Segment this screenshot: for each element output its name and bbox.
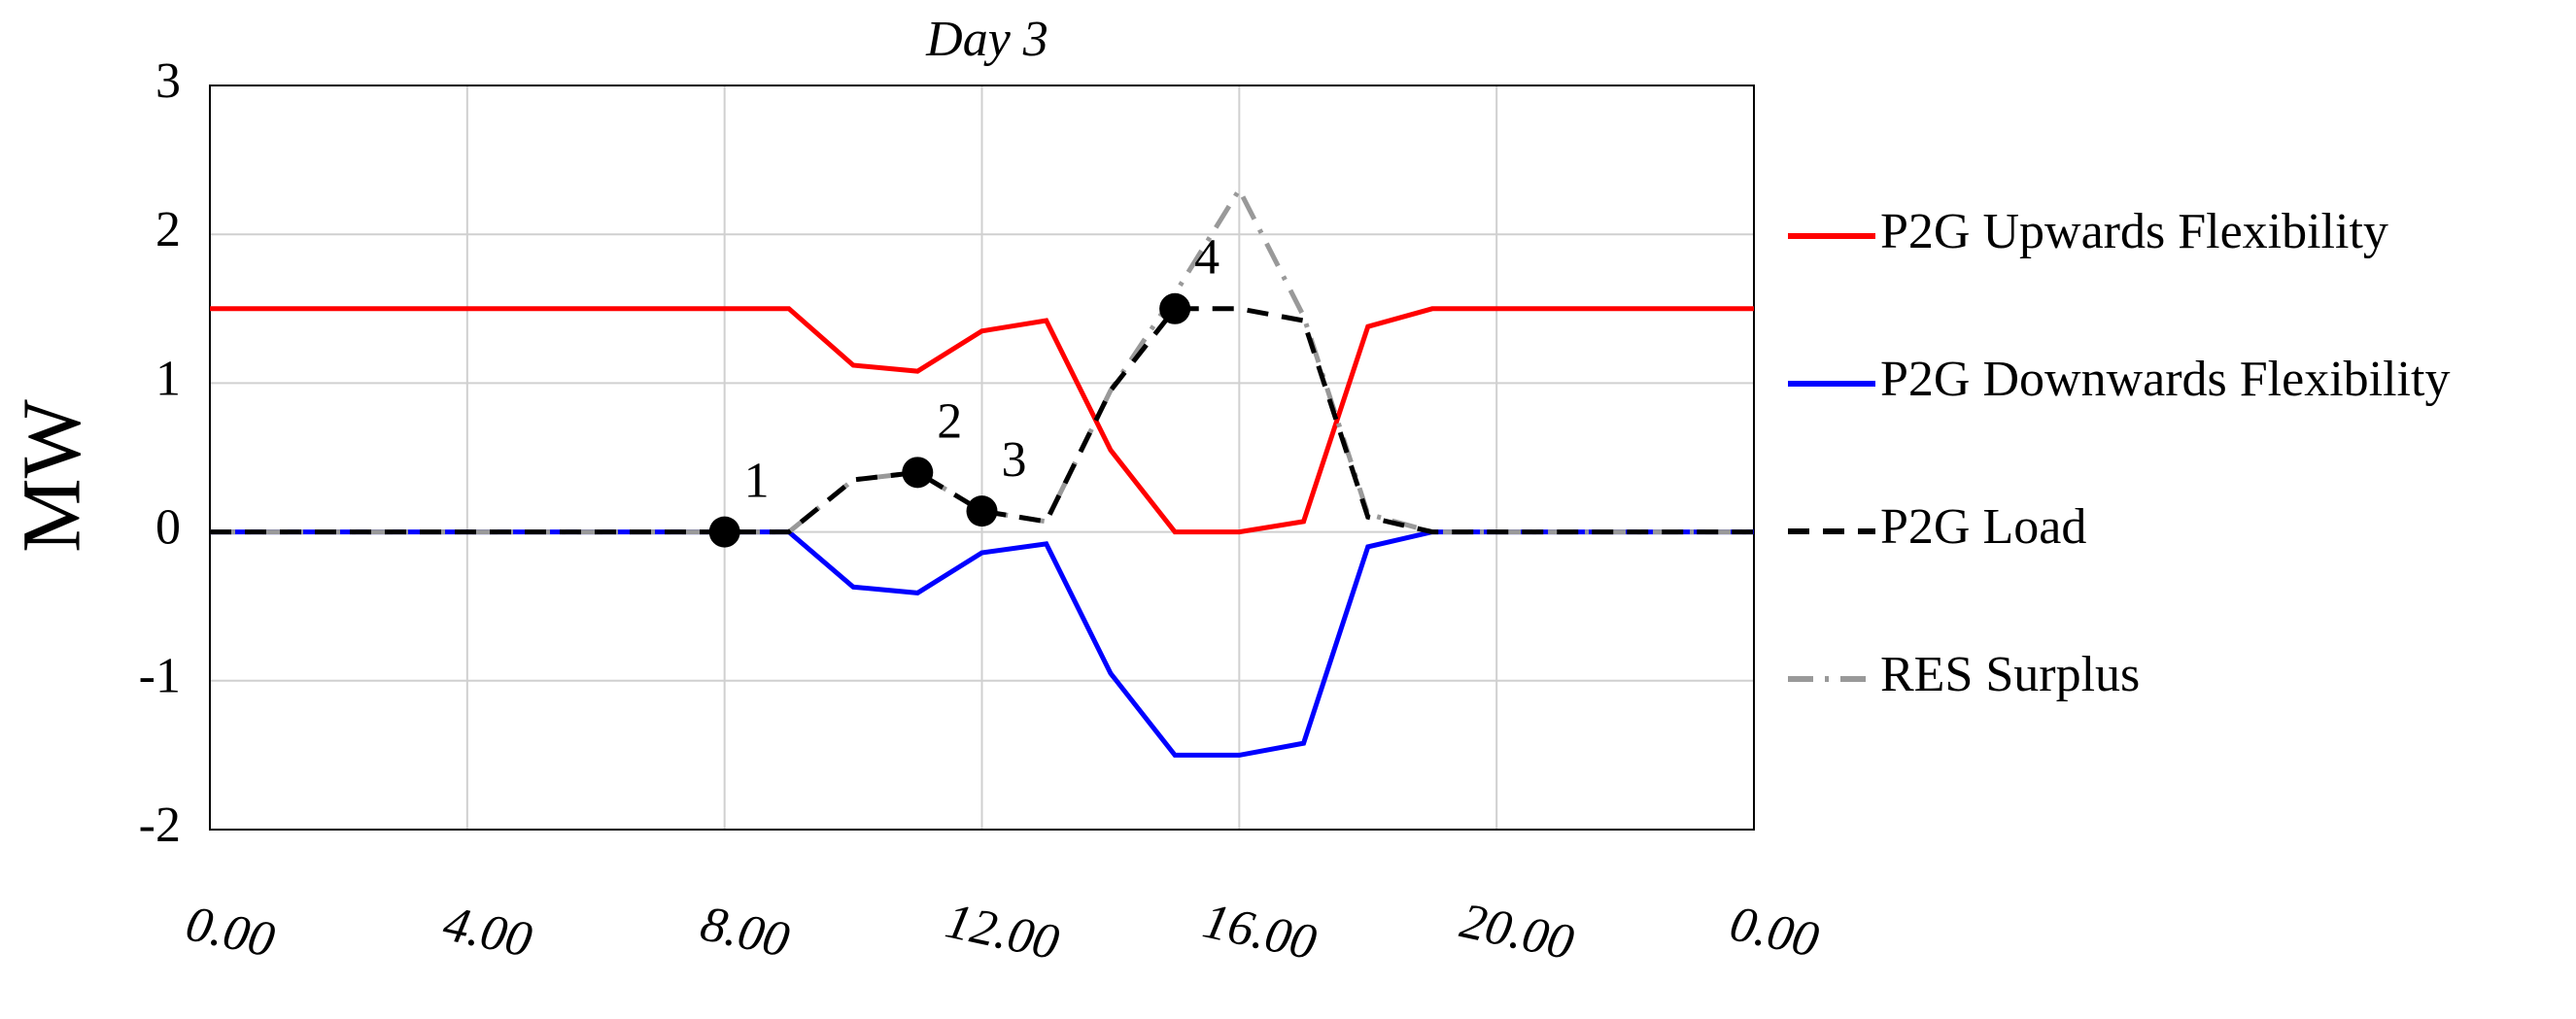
series-line bbox=[210, 306, 1754, 535]
annotation-label: 3 bbox=[1002, 432, 1027, 488]
y-tick-label: -1 bbox=[139, 649, 181, 704]
legend-label: P2G Load bbox=[1880, 499, 2086, 555]
annotation-marker bbox=[708, 516, 740, 548]
y-tick-label: 1 bbox=[155, 351, 181, 406]
annotation-label: 4 bbox=[1194, 230, 1219, 286]
annotation-label: 1 bbox=[744, 454, 770, 509]
annotation-label: 2 bbox=[937, 393, 962, 449]
x-tick-label: 0.00 bbox=[182, 896, 280, 968]
annotation-marker bbox=[902, 457, 934, 489]
legend-label: P2G Downwards Flexibility bbox=[1880, 352, 2450, 407]
x-tick-label: 16.00 bbox=[1198, 893, 1321, 970]
y-tick-label: -2 bbox=[139, 798, 181, 853]
y-tick-label: 0 bbox=[155, 500, 181, 556]
x-tick-label: 0.00 bbox=[1726, 896, 1824, 968]
annotation-marker bbox=[966, 495, 998, 527]
plot-border bbox=[209, 85, 1755, 831]
legend-label: P2G Upwards Flexibility bbox=[1880, 204, 2388, 259]
series-line bbox=[210, 306, 1754, 535]
y-tick-label: 2 bbox=[155, 202, 181, 257]
x-tick-label: 20.00 bbox=[1456, 893, 1578, 970]
annotation-marker bbox=[1159, 292, 1191, 324]
x-tick-label: 4.00 bbox=[438, 896, 536, 968]
chart-title: Day 3 bbox=[925, 12, 1048, 67]
legend-label: RES Surplus bbox=[1880, 647, 2140, 702]
x-tick-label: 8.00 bbox=[696, 896, 794, 968]
y-tick-label: 3 bbox=[155, 53, 181, 109]
x-tick-label: 12.00 bbox=[941, 893, 1063, 970]
y-axis-label: MW bbox=[5, 399, 98, 553]
